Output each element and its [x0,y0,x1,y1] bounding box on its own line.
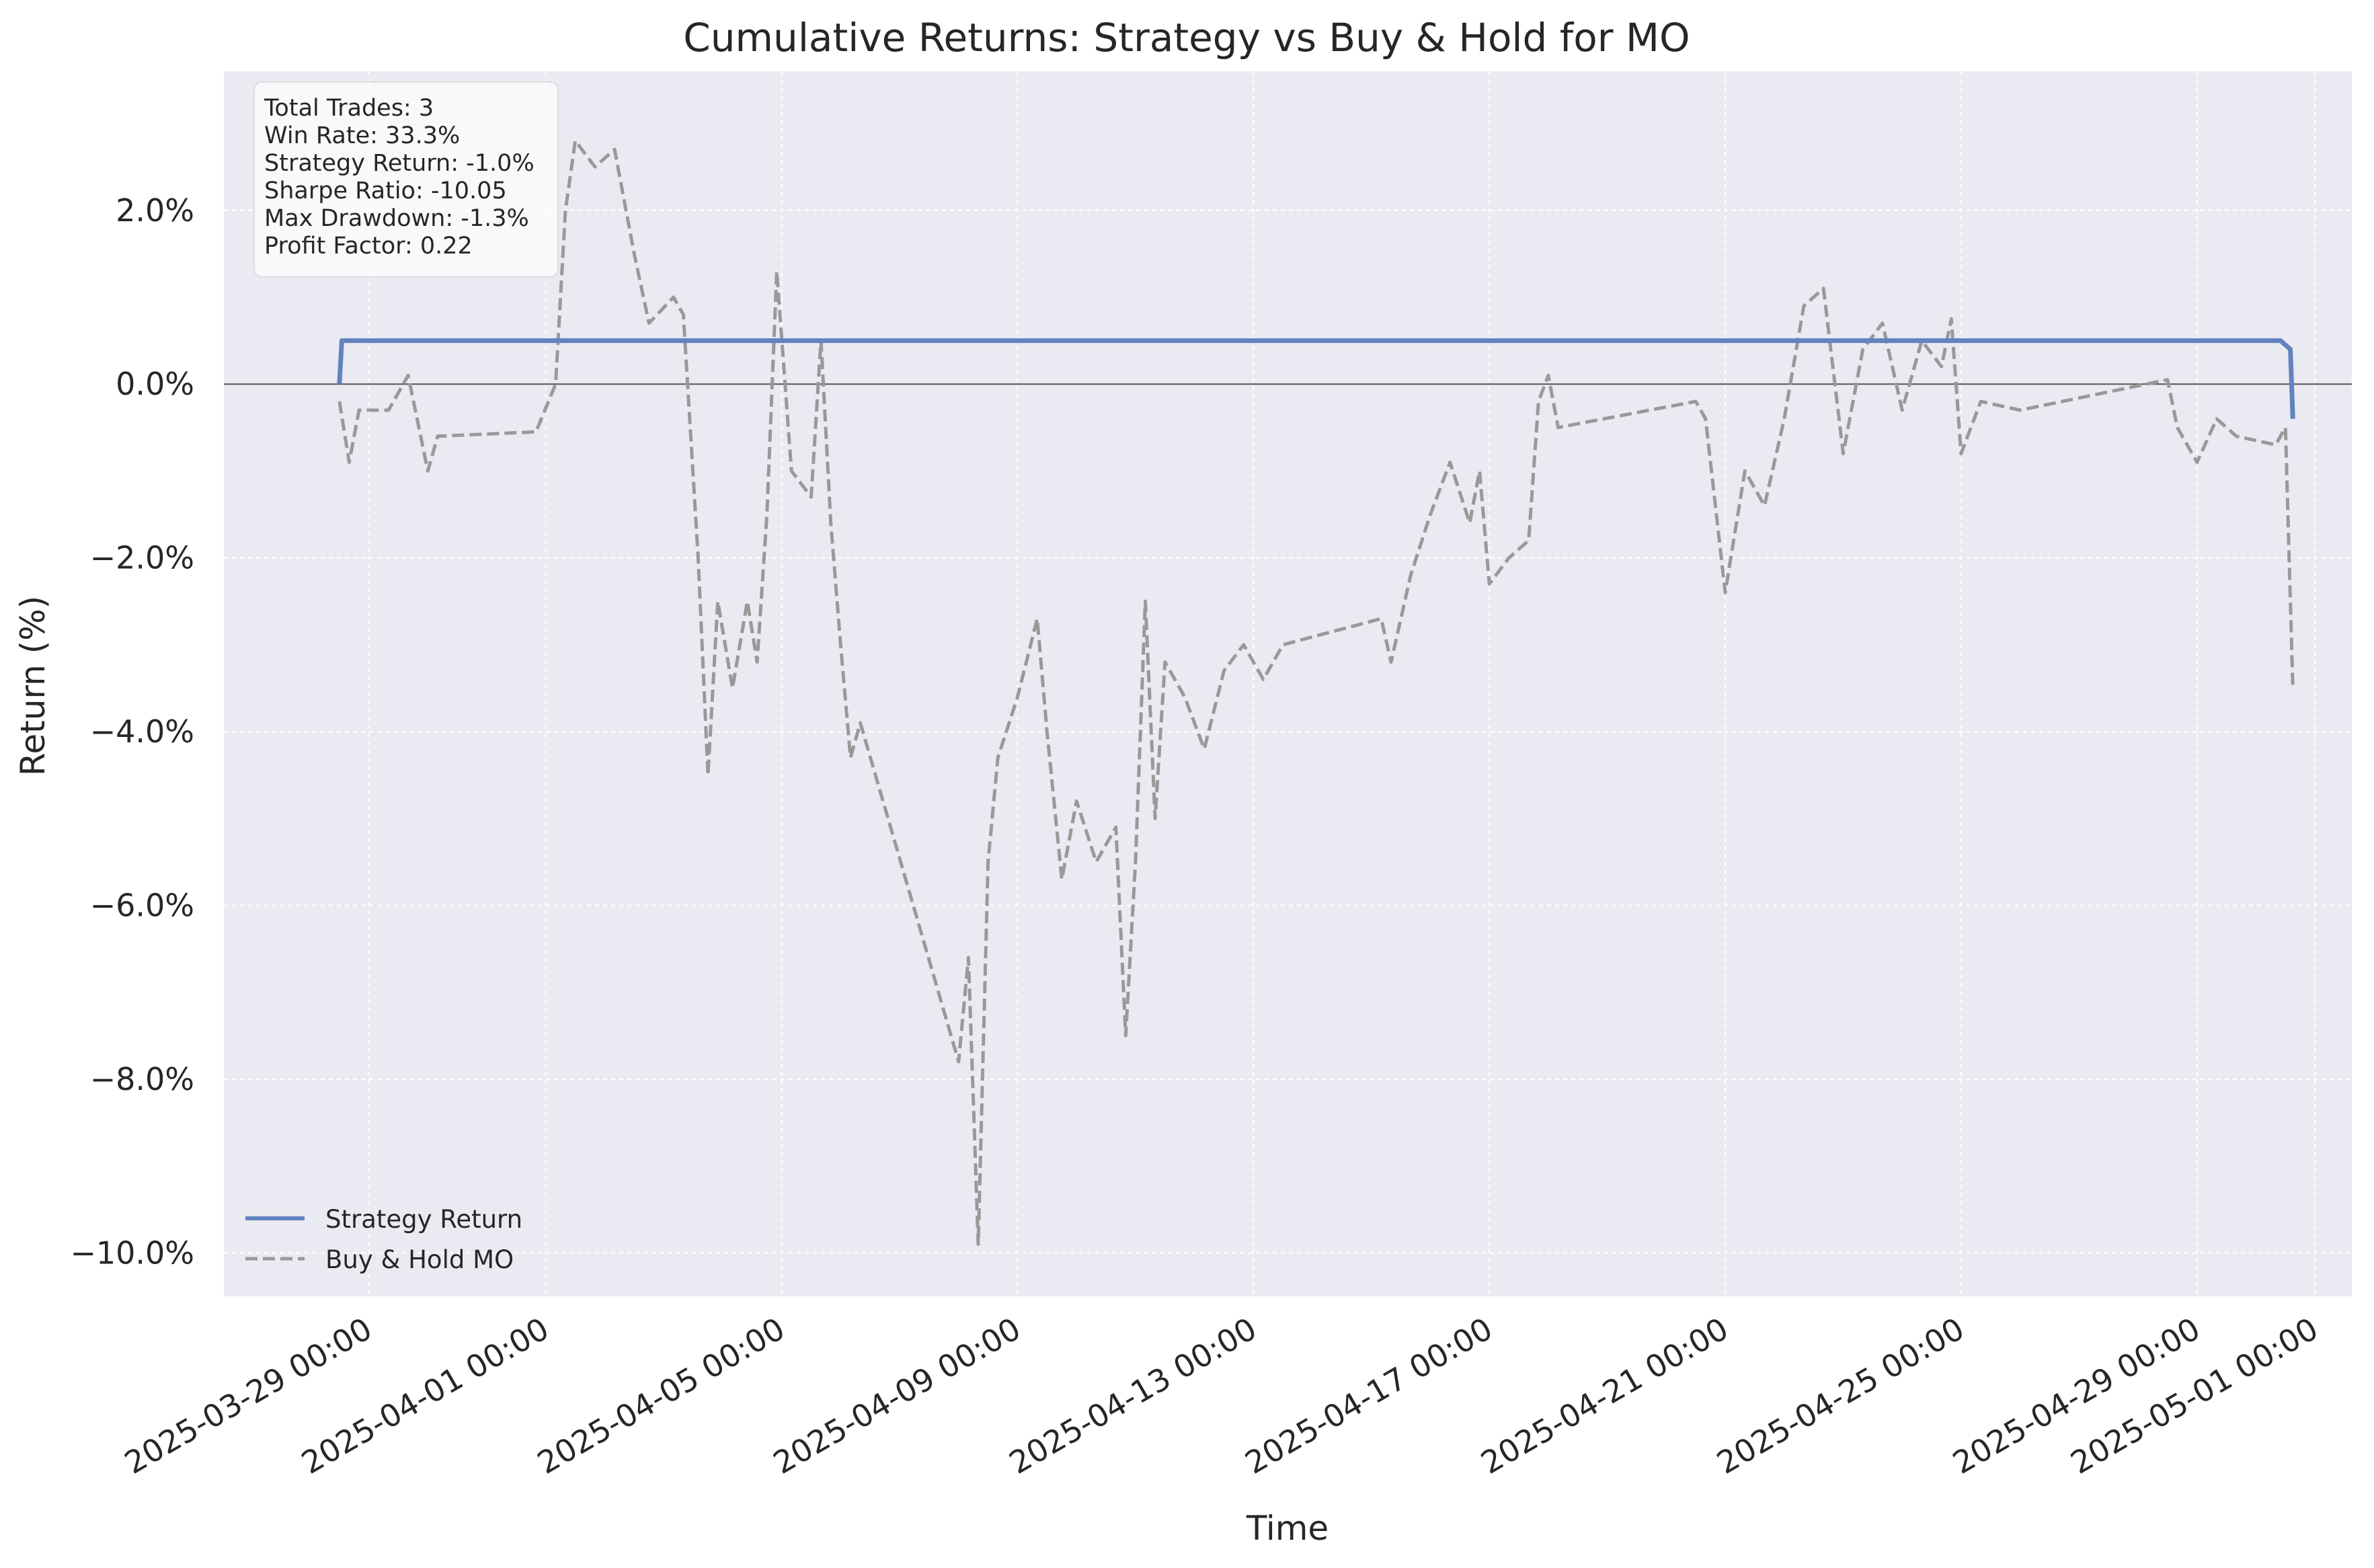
y-tick-label: −2.0% [90,540,194,576]
x-axis-label: Time [1246,1509,1329,1548]
y-tick-label: −6.0% [90,888,194,924]
x-tick-label: 2025-04-13 00:00 [1003,1310,1263,1481]
y-tick-label: 2.0% [116,192,194,229]
stats-win-rate: Win Rate: 33.3% [264,122,460,149]
stats-sharpe-ratio: Sharpe Ratio: -10.05 [264,178,507,204]
x-tick-label: 2025-04-09 00:00 [767,1310,1027,1481]
y-tick-label: −8.0% [90,1061,194,1097]
series-line-strategy-return [337,338,2295,420]
x-tick-label: 2025-04-21 00:00 [1475,1310,1735,1481]
stats-profit-factor: Profit Factor: 0.22 [264,233,473,260]
stats-total-trades: Total Trades: 3 [264,95,434,122]
stats-strategy-return: Strategy Return: -1.0% [264,150,535,177]
series-line-buy-hold [338,139,2295,1246]
x-tick-label: 2025-04-17 00:00 [1239,1310,1499,1481]
y-tick-labels: 2.0% 0.0% −2.0% −4.0% −6.0% −8.0% −10.0% [70,192,194,1271]
stats-box-background [253,81,559,278]
stats-box: Total Trades: 3 Win Rate: 33.3% Strategy… [253,81,559,278]
y-tick-label: 0.0% [116,366,194,402]
x-tick-label: 2025-04-05 00:00 [531,1310,791,1481]
y-tick-label: −4.0% [90,713,194,750]
legend-label-buy-hold: Buy & Hold MO [325,1245,514,1274]
series-lines [337,139,2295,1246]
legend-label-strategy-return: Strategy Return [325,1205,522,1234]
legend: Strategy Return Buy & Hold MO [245,1205,522,1274]
x-tick-label: 2025-04-25 00:00 [1710,1310,1970,1481]
y-axis-label: Return (%) [13,596,52,776]
plot-area [224,71,2352,1296]
chart-title: Cumulative Returns: Strategy vs Buy & Ho… [683,15,1690,61]
stats-max-drawdown: Max Drawdown: -1.3% [264,205,529,232]
y-tick-label: −10.0% [70,1234,194,1271]
